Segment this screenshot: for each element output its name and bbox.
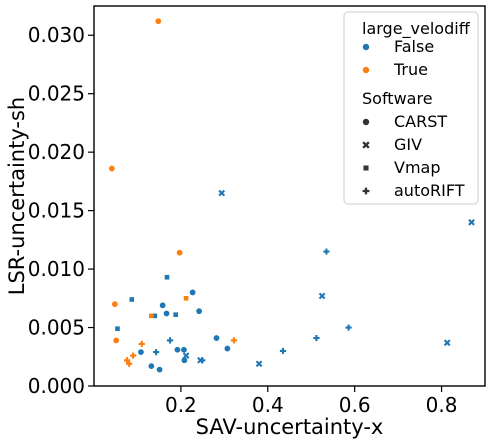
legend-label: CARST (394, 112, 447, 131)
data-point (149, 313, 154, 319)
data-point (468, 218, 475, 226)
data-point (163, 310, 171, 318)
data-point (137, 348, 145, 356)
legend-entries: False True CARST GIV Vmap autoRIFT (362, 37, 465, 200)
legend-hue-title: large_velodiff (362, 19, 471, 39)
y-tick-label: 0.000 (28, 374, 85, 398)
data-point (189, 288, 197, 296)
data-point (199, 357, 206, 364)
legend-marker (362, 66, 370, 74)
x-tick-label: 0.8 (426, 393, 458, 417)
data-point (156, 366, 164, 374)
y-tick-label: 0.010 (28, 257, 85, 281)
data-point (153, 348, 160, 356)
data-point (108, 165, 116, 173)
y-tick-label: 0.020 (28, 140, 85, 164)
data-point (443, 339, 451, 347)
y-axis-title: LSR-uncertainty-sh (5, 97, 29, 295)
legend: large_velodiff Software False True CARST GI… (343, 11, 479, 205)
y-axis: 0.000 0.005 0.010 0.015 0.020 0.025 0.030 (28, 23, 94, 398)
data-point (130, 352, 137, 359)
data-point (138, 340, 145, 348)
data-point (164, 274, 170, 280)
data-point (173, 346, 181, 354)
y-tick-label: 0.015 (28, 199, 85, 223)
data-point (154, 17, 162, 25)
data-point (147, 362, 155, 370)
data-point (195, 307, 203, 315)
data-point (313, 334, 320, 342)
y-tick-label: 0.025 (28, 82, 85, 106)
data-point (176, 249, 184, 257)
legend-marker (362, 43, 370, 51)
data-point (173, 312, 178, 317)
data-point (129, 297, 135, 302)
data-point (218, 189, 226, 197)
data-point (345, 324, 352, 331)
data-point (318, 292, 326, 300)
data-point (323, 248, 330, 255)
data-point (126, 360, 133, 367)
data-point (180, 346, 188, 354)
data-point (230, 337, 237, 344)
legend-label: GIV (394, 135, 422, 154)
y-tick-label: 0.005 (28, 316, 85, 340)
data-point (111, 300, 119, 308)
legend-label: False (394, 37, 434, 56)
legend-label: True (393, 60, 428, 79)
legend-label: autoRIFT (394, 181, 465, 200)
legend-label: Vmap (394, 158, 441, 177)
legend-box (343, 11, 479, 205)
data-point (223, 345, 231, 353)
legend-marker (362, 187, 370, 195)
data-point (213, 334, 221, 342)
points-layer (108, 17, 475, 374)
legend-marker (363, 165, 369, 171)
x-tick-label: 0.2 (165, 393, 197, 417)
data-point (112, 336, 120, 344)
data-point (183, 296, 189, 301)
x-axis: 0.2 0.4 0.6 0.8 (165, 386, 457, 417)
data-point (255, 360, 263, 368)
x-tick-label: 0.6 (339, 393, 371, 417)
plot-frame (93, 5, 486, 387)
data-point (166, 337, 174, 344)
y-tick-label: 0.030 (28, 23, 85, 47)
x-axis-title: SAV-uncertainty-x (196, 415, 384, 439)
data-point (279, 347, 287, 355)
legend-marker (362, 118, 370, 126)
legend-style-title: Software (362, 89, 433, 108)
legend-marker (362, 141, 370, 149)
x-tick-label: 0.4 (252, 393, 284, 417)
data-point (123, 357, 131, 364)
data-point (115, 326, 120, 332)
data-point (152, 313, 158, 319)
data-point (182, 352, 190, 359)
data-point (159, 301, 167, 309)
